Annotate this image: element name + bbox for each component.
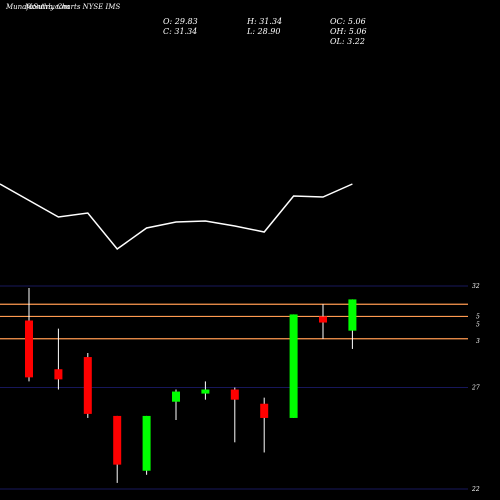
oc-label: OC: 5.06 [330,17,366,26]
oh-label: OH: 5.06 [330,27,367,36]
high-label: H: 31.34 [246,17,282,26]
overlay-line [0,183,353,251]
level-layer [0,303,468,340]
watermark-text: MunafaSutra.com [5,3,70,11]
candle-body-4 [142,415,151,471]
candle-body-7 [230,389,239,400]
ol-label: OL: 3.22 [330,37,365,46]
level-label-2: 3 [476,338,480,345]
overlay-line-layer [0,183,353,251]
candle-layer [25,288,357,483]
candle-body-2 [83,357,92,414]
close-label: C: 31.34 [163,27,197,36]
candle-body-3 [113,415,122,465]
candle-body-9 [289,314,298,418]
y-tick-label-1: 27 [471,385,480,392]
candle-body-8 [260,403,269,418]
grid-layer [0,285,468,490]
y-axis-layer: 32 27 22 5 5 3 [471,283,480,493]
candle-body-10 [319,316,327,323]
y-tick-label-0: 32 [472,283,480,290]
low-label: L: 28.90 [246,27,280,36]
level-label-1: 5 [476,322,480,329]
candle-body-6 [201,389,210,394]
candle-body-5 [172,391,180,402]
candle-body-1 [54,369,63,380]
candle-body-0 [25,320,33,378]
level-label-0: 5 [476,313,480,320]
y-tick-label-2: 22 [471,486,480,493]
open-label: O: 29.83 [163,17,198,26]
candle-body-11 [348,299,357,331]
chart-title: Monthly Charts NYSE IMS [24,3,120,11]
